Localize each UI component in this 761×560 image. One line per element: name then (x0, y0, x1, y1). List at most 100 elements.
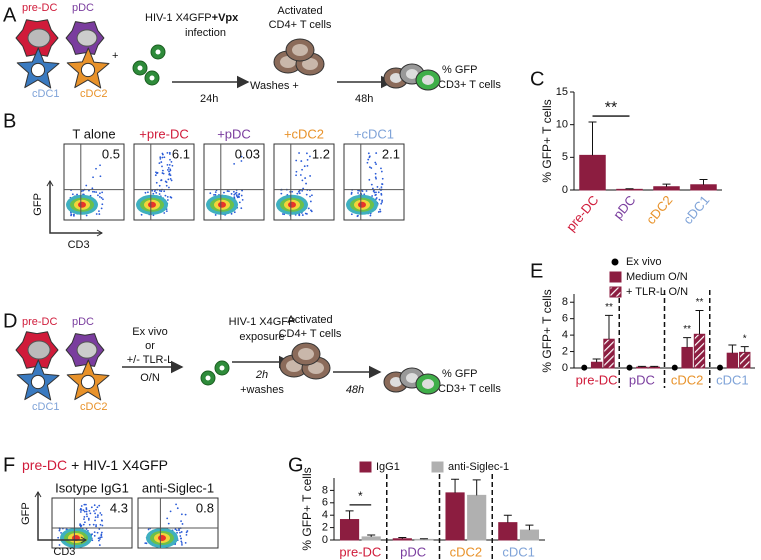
event (306, 164, 309, 167)
x-tick-label: cDC2 (671, 372, 704, 387)
condition-label: Ex vivo (132, 326, 167, 338)
event (374, 161, 377, 164)
event (305, 182, 307, 185)
readout-label: CD3+ T cells (438, 79, 501, 91)
title-rest: + HIV-1 X4GFP (71, 457, 168, 473)
event (89, 512, 92, 515)
event (213, 193, 215, 196)
event (99, 175, 102, 178)
event (96, 531, 99, 534)
plot-label: +pre-DC (139, 126, 189, 141)
event (98, 539, 100, 542)
event (299, 174, 302, 176)
error-bar (345, 510, 354, 520)
event (170, 179, 173, 182)
event (99, 536, 102, 539)
legend-marker (609, 286, 622, 298)
event (95, 525, 97, 528)
legend-label: Ex vivo (626, 256, 661, 268)
panel-label: A (3, 4, 17, 26)
condition-label: +/- TLR-L (127, 354, 174, 366)
event (180, 520, 182, 522)
event (233, 211, 236, 214)
x-tick-label: cDC2 (643, 192, 675, 227)
event (233, 162, 236, 165)
event (99, 164, 101, 167)
event (179, 535, 182, 537)
event (165, 181, 168, 184)
event (184, 541, 187, 544)
event (307, 207, 310, 210)
event (100, 196, 103, 199)
event (226, 190, 229, 192)
cell-label: pre-DC (22, 316, 58, 328)
event (95, 191, 98, 194)
event (214, 193, 217, 196)
event (154, 174, 157, 177)
bar (590, 361, 603, 369)
event (240, 155, 243, 158)
event (100, 534, 103, 537)
error-bar (604, 314, 613, 340)
event (91, 533, 93, 536)
event (309, 200, 312, 203)
error-bar (728, 344, 737, 354)
event (88, 189, 90, 192)
event (87, 517, 90, 520)
event (151, 189, 154, 192)
bar (339, 519, 360, 541)
event (185, 533, 188, 536)
event (240, 194, 243, 197)
virus-name: HIV-1 X4GFP (145, 12, 212, 24)
time-label: 2h (255, 369, 268, 381)
nucleus (30, 374, 46, 390)
virus-vpx: +Vpx (212, 12, 239, 24)
event (295, 159, 298, 162)
legend-marker (431, 461, 444, 473)
panel-label: F (3, 454, 15, 476)
axis-label: GFP (20, 502, 32, 525)
event (100, 513, 103, 516)
event (373, 189, 375, 192)
event (163, 190, 166, 193)
legend-label: + TLR-L O/N (626, 286, 688, 298)
virus-core (149, 75, 155, 81)
x-tick-label: pre-DC (576, 372, 618, 387)
event (301, 179, 304, 182)
event (170, 196, 173, 199)
event (374, 172, 377, 175)
event (175, 503, 177, 506)
event (186, 530, 189, 532)
event (381, 183, 384, 186)
event (181, 523, 184, 525)
target-label: CD4+ T cells (269, 19, 332, 31)
event (159, 158, 162, 160)
event (298, 214, 301, 217)
event (88, 523, 91, 526)
event (85, 510, 88, 513)
event (166, 199, 169, 201)
event (163, 156, 166, 159)
event (180, 537, 182, 540)
event (368, 178, 371, 181)
event (79, 523, 82, 525)
event (298, 192, 301, 195)
axis-label: CD3 (53, 546, 75, 558)
arrow-head (80, 536, 87, 544)
event (91, 187, 94, 190)
target-label: CD4+ T cells (279, 328, 342, 340)
event (83, 503, 86, 506)
event (147, 528, 150, 531)
event (357, 192, 359, 194)
event (165, 184, 168, 187)
event (230, 212, 233, 215)
event (80, 524, 83, 527)
t-cell-inner (292, 44, 308, 56)
event (232, 190, 235, 193)
event (375, 191, 377, 194)
bar (445, 492, 465, 541)
event (80, 505, 83, 507)
x-tick-label: cDC2 (450, 544, 483, 559)
bar (579, 154, 606, 191)
